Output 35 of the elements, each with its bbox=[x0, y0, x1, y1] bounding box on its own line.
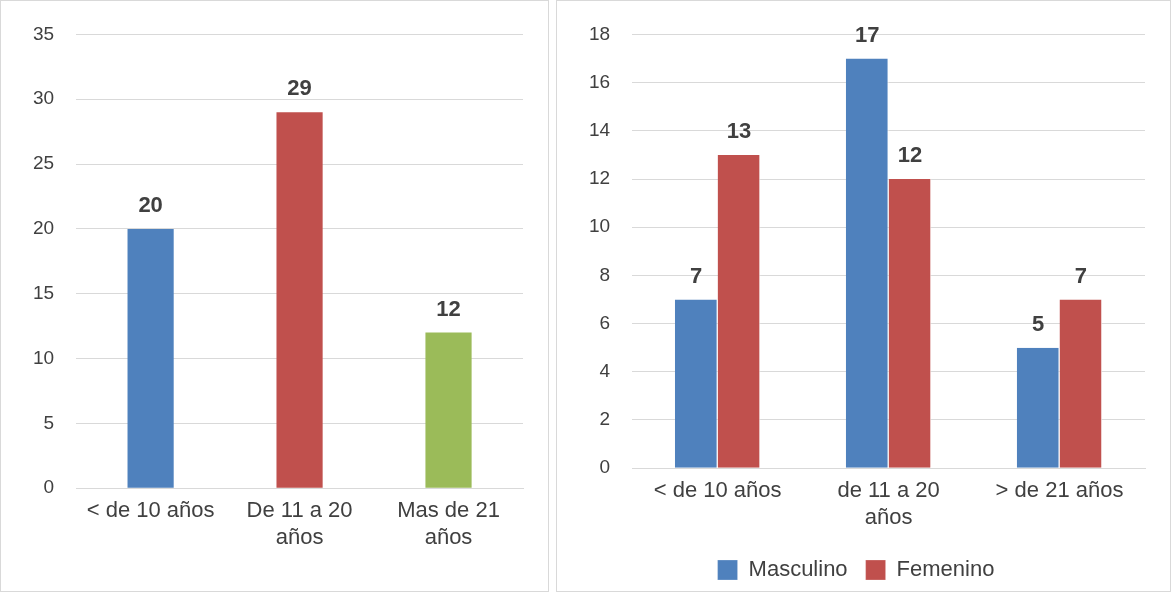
legend-label: Masculino bbox=[748, 556, 848, 582]
x-tick-label: de 11 a 20 años bbox=[837, 477, 940, 529]
data-label: 7 bbox=[1074, 262, 1088, 288]
y-tick-label: 18 bbox=[588, 22, 611, 44]
data-label: 29 bbox=[287, 75, 312, 101]
data-label: 5 bbox=[1032, 310, 1045, 336]
y-tick-label: 0 bbox=[599, 456, 611, 478]
x-tick-label: Mas de 21 años bbox=[397, 497, 500, 549]
data-label: 12 bbox=[897, 142, 923, 168]
y-tick-label: 10 bbox=[588, 215, 611, 237]
y-tick-label: 6 bbox=[599, 311, 611, 333]
data-label: 13 bbox=[726, 117, 752, 143]
data-label: 17 bbox=[854, 21, 880, 47]
x-tick-label: De 11 a 20 años bbox=[246, 497, 353, 549]
data-label: 20 bbox=[138, 191, 163, 217]
legend-label: Femenino bbox=[896, 556, 995, 582]
y-tick-label: 8 bbox=[599, 263, 611, 285]
x-tick-label: < de 10 años bbox=[653, 477, 782, 503]
y-tick-label: 16 bbox=[588, 70, 611, 92]
y-tick-label: 30 bbox=[32, 87, 55, 109]
y-tick-label: 10 bbox=[32, 346, 55, 368]
y-tick-label: 20 bbox=[32, 217, 55, 239]
y-tick-label: 4 bbox=[599, 360, 611, 382]
y-tick-label: 35 bbox=[32, 22, 55, 44]
x-tick-label: < de 10 años bbox=[86, 497, 215, 523]
y-tick-label: 12 bbox=[588, 167, 611, 189]
data-label: 12 bbox=[436, 295, 461, 321]
data-label: 7 bbox=[690, 262, 703, 288]
y-tick-label: 2 bbox=[599, 408, 611, 430]
y-tick-label: 5 bbox=[43, 411, 55, 433]
y-tick-label: 15 bbox=[32, 281, 55, 303]
y-tick-label: 25 bbox=[32, 152, 55, 174]
y-tick-label: 14 bbox=[588, 119, 611, 141]
y-tick-label: 0 bbox=[43, 476, 55, 498]
x-tick-label: > de 21 años bbox=[995, 477, 1124, 503]
